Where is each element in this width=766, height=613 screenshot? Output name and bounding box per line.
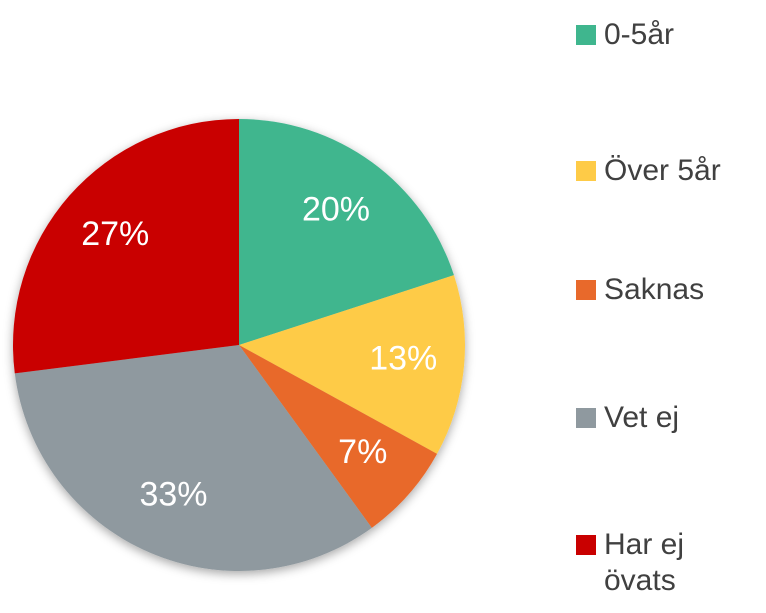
legend-swatch (576, 25, 596, 45)
data-label: 27% (81, 215, 149, 253)
legend-label: Saknas (604, 273, 705, 306)
data-label: 20% (302, 191, 370, 229)
legend-swatch (576, 535, 596, 555)
legend-label: 0-5år (604, 18, 675, 51)
data-label: 33% (139, 475, 207, 513)
legend-item: Över 5år (576, 153, 761, 189)
legend-item: Saknas (576, 272, 761, 308)
legend-swatch (576, 408, 596, 428)
data-label: 13% (369, 340, 437, 378)
pie-slice (239, 275, 465, 454)
pie-slice (239, 345, 438, 528)
legend-swatch (576, 280, 596, 300)
pie-slice (14, 345, 372, 571)
pie (12, 119, 465, 571)
legend-item: Vet ej (576, 400, 761, 436)
pie-slice (12, 119, 239, 374)
legend-swatch (576, 161, 596, 181)
legend-item: 0-5år (576, 17, 761, 53)
chart: 20% 13% 7% 33% 27% (12, 119, 465, 571)
pie-slice (239, 119, 454, 345)
legend-item: Har ej övats (576, 527, 761, 599)
legend-label: Har ej övats (604, 528, 685, 597)
data-label: 7% (338, 433, 387, 471)
legend-label: Vet ej (604, 401, 680, 434)
legend-label: Över 5år (604, 154, 721, 187)
